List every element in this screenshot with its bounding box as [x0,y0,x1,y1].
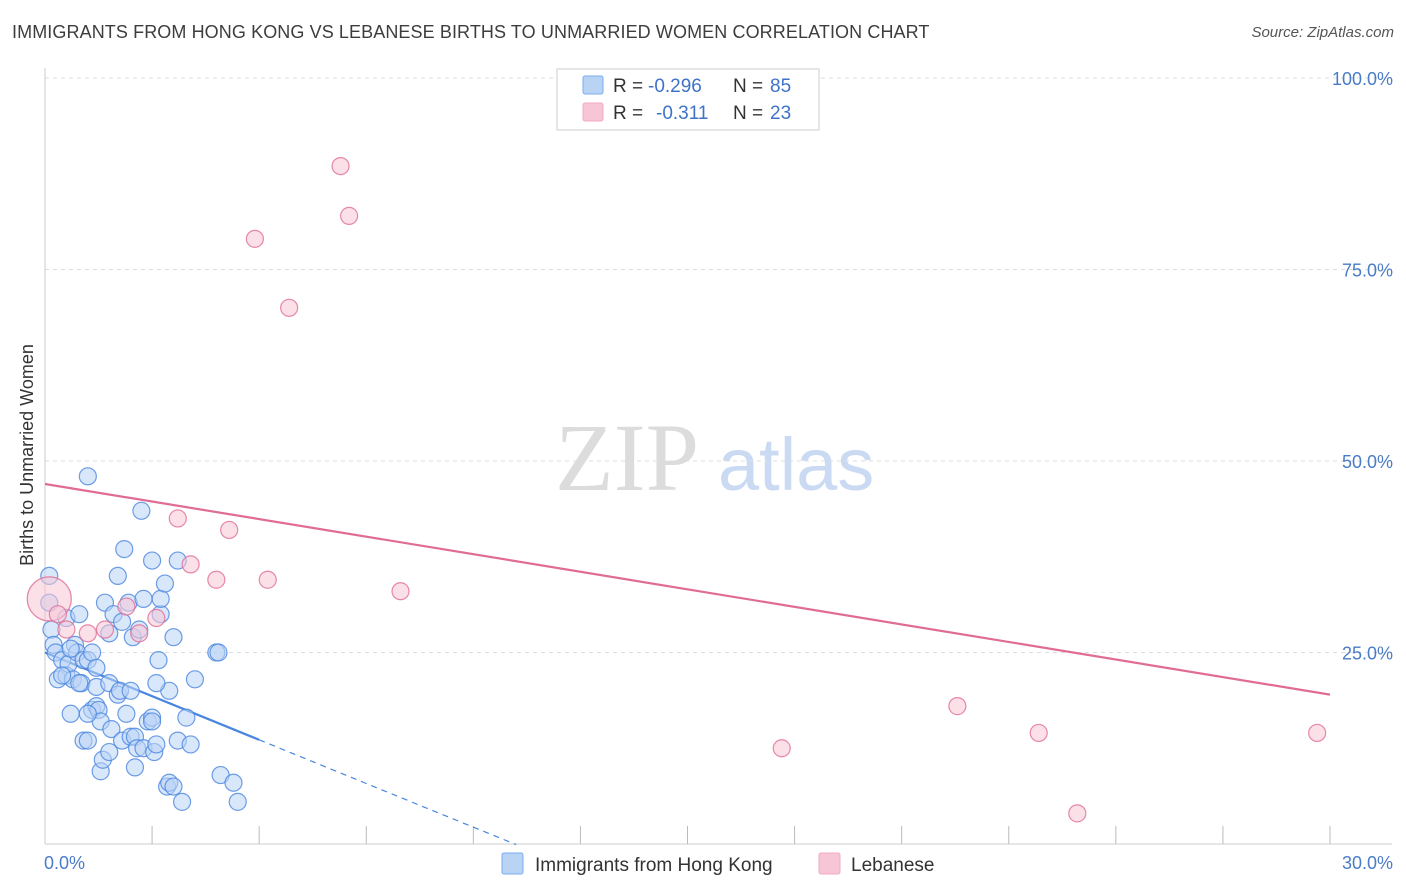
legend-n-label-1: N = [733,76,763,97]
point-lebanese [147,608,166,628]
point-lebanese [258,570,277,589]
point-hong-kong [147,735,166,754]
legend-swatch-hong-kong [582,75,604,95]
point-lebanese [181,555,200,574]
watermark-atlas: atlas [718,423,874,506]
point-hong-kong [132,501,151,520]
point-lebanese [1068,804,1087,823]
point-lebanese [772,739,791,758]
series-swatch-lebanese [818,852,841,875]
point-hong-kong [87,658,106,677]
point-hong-kong [70,674,89,693]
point-lebanese [340,206,359,225]
legend-r-value-1: -0.296 [648,76,702,97]
point-lebanese [95,620,115,639]
series-legend: Immigrants from Hong Kong Lebanese [501,852,934,876]
point-hong-kong [164,628,183,647]
x-tick-label-max: 30.0% [1342,853,1393,873]
point-lebanese [1308,723,1327,743]
legend-n-value-2: 23 [770,103,791,124]
point-hong-kong [155,574,175,593]
point-hong-kong [164,777,183,796]
point-hong-kong [121,681,140,700]
point-hong-kong [100,742,119,762]
correlation-legend: R = -0.296 N = 85 R = -0.311 N = 23 [556,68,820,131]
point-hong-kong [70,605,89,624]
chart-title: IMMIGRANTS FROM HONG KONG VS LEBANESE BI… [12,22,930,42]
point-lebanese [168,509,187,528]
point-hong-kong [61,639,80,658]
point-hong-kong [53,666,72,685]
x-tick-label-min: 0.0% [44,853,85,873]
point-hong-kong [83,643,102,662]
point-lebanese [130,624,149,643]
point-hong-kong [125,758,145,777]
point-hong-kong [78,731,97,750]
point-hong-kong [142,712,162,731]
point-hong-kong [134,589,153,608]
trend-line-lebanese [44,482,1331,696]
legend-swatch-lebanese [582,102,604,122]
point-lebanese [331,156,350,176]
point-hong-kong [108,566,127,586]
series-label-hong-kong: Immigrants from Hong Kong [535,855,773,876]
point-hong-kong [61,704,80,723]
point-hong-kong [142,551,162,570]
y-axis-label: Births to Unmarried Women [17,344,37,566]
y-tick-label-50: 50.0% [1342,452,1393,472]
point-hong-kong [151,589,170,608]
point-hong-kong [209,643,228,662]
point-lebanese [48,605,67,624]
point-hong-kong [147,674,166,693]
point-hong-kong [181,735,200,754]
point-lebanese [391,582,410,601]
point-hong-kong [177,708,196,727]
series-swatch-hong-kong [501,852,524,875]
point-lebanese [207,570,226,589]
axes [44,68,1392,845]
point-lebanese [280,298,299,317]
point-hong-kong [78,467,97,486]
point-hong-kong [78,704,97,723]
data-points [26,156,1327,823]
y-tick-label-75: 75.0% [1342,261,1393,281]
point-hong-kong [115,539,134,559]
legend-r-label-1: R = [613,76,643,97]
point-hong-kong [224,773,243,792]
source-label: Source: ZipAtlas.com [1251,24,1394,41]
point-hong-kong [172,792,192,811]
point-hong-kong [112,612,132,631]
point-lebanese [78,624,97,643]
point-lebanese [57,620,76,639]
y-tick-label-25: 25.0% [1342,644,1393,664]
point-lebanese [1029,723,1048,743]
grid-lines [45,77,1392,653]
point-hong-kong [117,704,136,723]
point-lebanese [220,520,239,540]
point-hong-kong [185,670,205,689]
point-hong-kong [228,792,247,811]
x-tick-labels: 0.0% 30.0% [44,853,1393,873]
point-lebanese [948,697,967,716]
legend-n-label-2: N = [733,103,763,124]
point-hong-kong [149,651,168,670]
trend-extension-hong-kong [258,739,517,846]
legend-r-label-2: R = [613,103,643,124]
point-hong-kong [102,719,121,739]
point-lebanese [245,229,264,248]
legend-r-value-2: -0.311 [656,103,708,124]
watermark-zip: ZIP [555,404,699,511]
y-tick-labels: 25.0% 50.0% 75.0% 100.0% [1332,69,1393,664]
point-lebanese [117,597,136,616]
y-tick-label-100: 100.0% [1332,69,1393,89]
series-label-lebanese: Lebanese [851,855,934,876]
legend-n-value-1: 85 [770,76,791,97]
